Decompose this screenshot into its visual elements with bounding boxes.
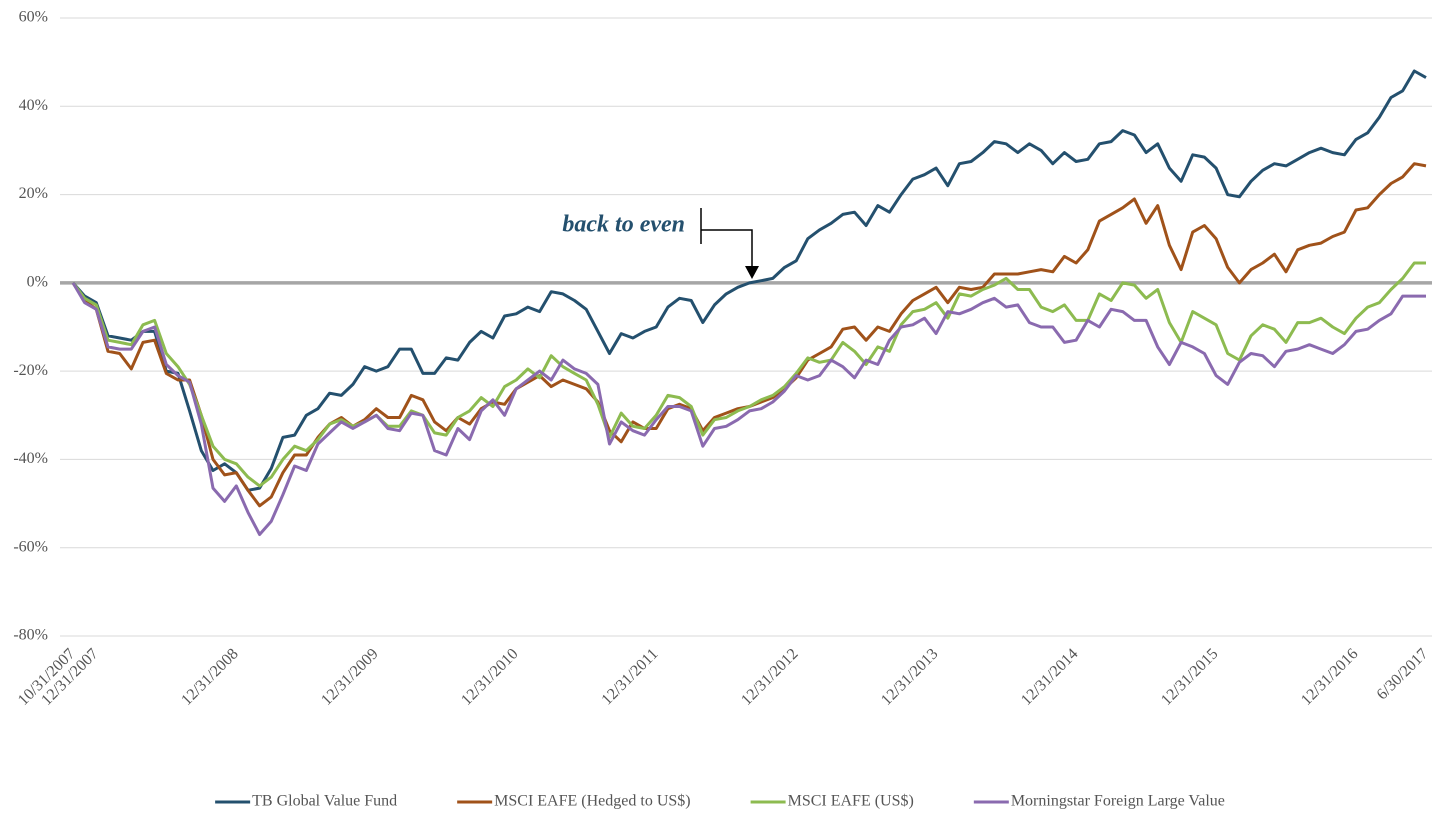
- x-tick-label: 12/31/2008: [178, 645, 242, 709]
- x-tick-label: 12/31/2013: [878, 645, 942, 709]
- x-tick-label: 12/31/2012: [738, 645, 802, 709]
- y-tick-label: -40%: [13, 450, 48, 467]
- legend-label: TB Global Value Fund: [252, 793, 397, 810]
- x-tick-label: 12/31/2010: [458, 645, 522, 709]
- legend-label: Morningstar Foreign Large Value: [1011, 793, 1225, 810]
- y-tick-label: -20%: [13, 362, 48, 379]
- annotation-arrow: [745, 266, 759, 279]
- series-line: [71, 69, 1427, 492]
- x-tick-label: 12/31/2011: [598, 645, 661, 708]
- series-line: [71, 261, 1426, 488]
- x-tick-label: 12/31/2009: [318, 645, 382, 709]
- series-line: [71, 282, 1426, 536]
- legend-label: MSCI EAFE (US$): [788, 793, 914, 810]
- x-tick-label: 12/31/2015: [1158, 645, 1222, 709]
- x-tick-label: 12/31/2016: [1298, 645, 1362, 709]
- y-tick-label: 0%: [27, 274, 48, 291]
- legend-label: MSCI EAFE (Hedged to US$): [494, 793, 690, 810]
- x-tick-label: 12/31/2014: [1018, 645, 1082, 709]
- y-tick-label: 40%: [19, 97, 48, 114]
- y-tick-label: 20%: [19, 185, 48, 202]
- y-tick-label: 60%: [19, 9, 48, 26]
- y-tick-label: -60%: [13, 538, 48, 555]
- annotation-bracket: [700, 208, 753, 268]
- y-tick-label: -80%: [13, 627, 48, 644]
- x-tick-label: 6/30/2017: [1374, 645, 1432, 703]
- annotation: back to even: [562, 212, 685, 238]
